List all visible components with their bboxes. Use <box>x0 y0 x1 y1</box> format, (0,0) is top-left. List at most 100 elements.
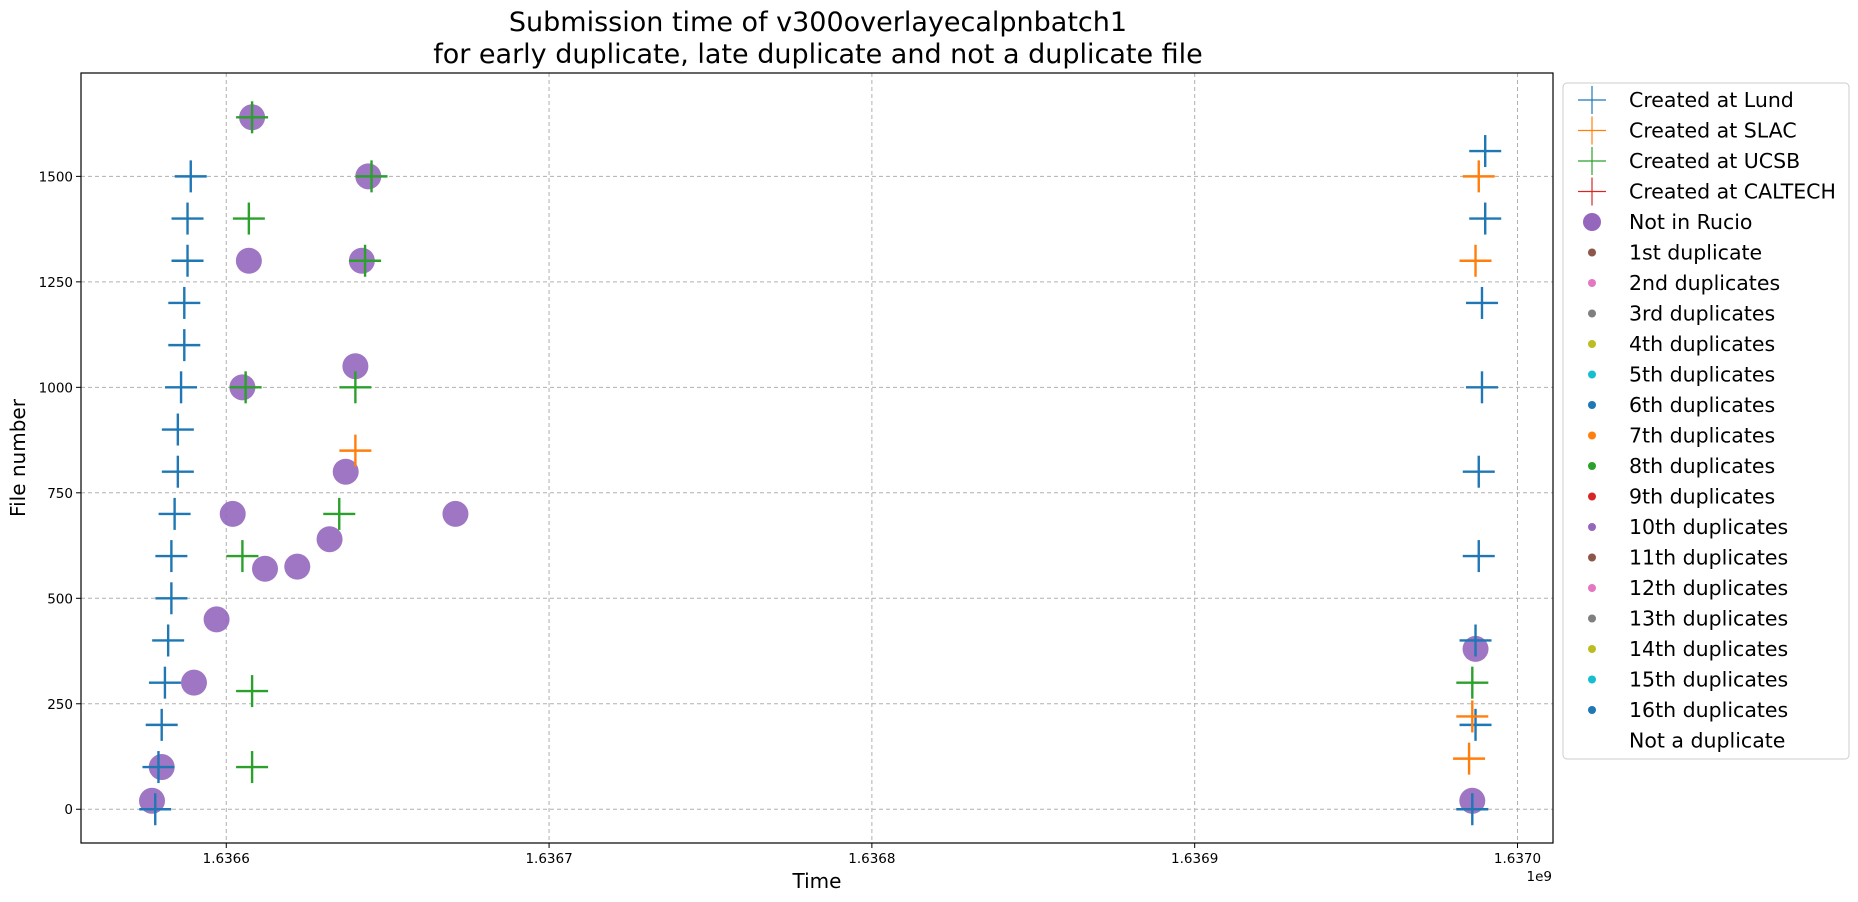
plot-frame <box>80 72 1554 844</box>
y-axis-ticks: 0 250 500 750 1000 1250 1500 <box>39 169 81 818</box>
legend-label: 2nd duplicates <box>1629 271 1780 295</box>
data-point-created-at-slac <box>1456 700 1489 733</box>
legend-marker <box>1588 370 1596 379</box>
legend-label: 14th duplicates <box>1629 637 1788 661</box>
data-point-not-in-rucio <box>219 500 246 527</box>
data-point-created-at-ucsb <box>226 540 259 573</box>
data-point-created-at-ucsb <box>236 675 269 708</box>
data-point-not-in-rucio <box>284 553 311 580</box>
data-point-created-at-lund <box>145 708 178 741</box>
legend-item: 5th duplicates <box>1588 363 1775 387</box>
legend-label: 7th duplicates <box>1629 424 1775 448</box>
x-axis-label: Time <box>792 869 842 893</box>
legend-label: 11th duplicates <box>1629 546 1788 570</box>
chart-title-line2: for early duplicate, late duplicate and … <box>433 39 1203 70</box>
data-point-created-at-lund <box>1456 793 1489 826</box>
legend-item: 7th duplicates <box>1588 424 1775 448</box>
data-point-not-in-rucio <box>235 247 262 274</box>
data-point-created-at-ucsb <box>339 371 372 404</box>
legend-label: 1st duplicate <box>1629 241 1762 265</box>
legend-marker <box>1588 462 1596 470</box>
legend-label: Created at SLAC <box>1629 119 1797 143</box>
legend-label: 15th duplicates <box>1629 668 1788 692</box>
data-point-created-at-lund <box>1469 202 1502 235</box>
legend-label: 13th duplicates <box>1629 607 1788 631</box>
legend-marker <box>1588 645 1596 653</box>
legend-marker <box>1588 431 1596 440</box>
data-point-not-in-rucio <box>316 526 343 553</box>
x-offset-label: 1e9 <box>1527 869 1552 885</box>
legend-label: 12th duplicates <box>1629 576 1788 600</box>
legend-marker <box>1588 248 1596 257</box>
plot-area <box>139 101 1502 826</box>
y-tick-label: 0 <box>64 802 73 818</box>
data-point-not-in-rucio <box>180 669 207 696</box>
data-point-created-at-lund <box>171 244 204 277</box>
legend-item: 13th duplicates <box>1588 607 1788 631</box>
data-point-created-at-ucsb <box>229 371 262 404</box>
y-tick-label: 1500 <box>39 169 73 185</box>
y-tick-label: 1250 <box>39 275 73 291</box>
legend-item: 8th duplicates <box>1588 454 1775 478</box>
data-point-created-at-lund <box>161 413 194 446</box>
legend-label: Created at Lund <box>1629 88 1794 112</box>
legend: Created at Lund Created at SLAC Created at… <box>1562 82 1850 760</box>
chart-title-line1: Submission time of v300overlayecalpnbatc… <box>509 7 1127 38</box>
legend-label: Not a duplicate <box>1629 729 1785 753</box>
legend-marker <box>1588 706 1596 714</box>
data-point-created-at-ucsb <box>1456 666 1489 699</box>
data-point-created-at-lund <box>171 202 204 235</box>
data-point-created-at-ucsb <box>236 101 269 134</box>
legend-marker <box>1588 584 1596 592</box>
legend-item: 15th duplicates <box>1588 668 1788 692</box>
data-point-created-at-slac <box>1453 742 1486 775</box>
legend-item: Created at CALTECH <box>1578 177 1836 206</box>
legend-marker <box>1588 553 1596 562</box>
y-tick-label: 750 <box>47 486 73 502</box>
legend-label: 10th duplicates <box>1629 515 1788 539</box>
data-point-created-at-lund <box>1465 371 1498 404</box>
data-point-created-at-slac <box>339 434 372 467</box>
legend-item: 16th duplicates <box>1588 698 1788 722</box>
legend-marker <box>1588 279 1596 287</box>
x-tick-label: 1.6368 <box>848 851 895 867</box>
data-point-created-at-lund <box>155 540 188 573</box>
data-point-created-at-ucsb <box>355 160 388 193</box>
legend-item: 6th duplicates <box>1588 393 1775 417</box>
legend-item: 4th duplicates <box>1588 332 1775 356</box>
legend-marker <box>1588 736 1596 745</box>
x-tick-label: 1.6369 <box>1171 851 1218 867</box>
legend-marker <box>1588 401 1596 409</box>
x-tick-label: 1.6367 <box>525 851 572 867</box>
legend-item: 3rd duplicates <box>1588 302 1775 326</box>
legend-item: 11th duplicates <box>1588 546 1788 570</box>
data-point-created-at-lund <box>1462 540 1495 573</box>
data-point-created-at-lund <box>1462 455 1495 488</box>
y-tick-label: 250 <box>47 697 73 713</box>
legend-item: Not in Rucio <box>1583 210 1752 234</box>
data-point-created-at-lund <box>161 455 194 488</box>
legend-label: 16th duplicates <box>1629 698 1788 722</box>
legend-frame <box>1562 82 1850 760</box>
data-point-not-in-rucio <box>203 606 230 633</box>
data-point-not-in-rucio <box>252 555 278 582</box>
legend-label: 4th duplicates <box>1629 332 1775 356</box>
data-point-created-at-lund <box>165 371 198 404</box>
legend-item: Created at UCSB <box>1578 147 1800 175</box>
legend-item: 9th duplicates <box>1588 485 1775 509</box>
data-point-created-at-lund <box>152 624 185 657</box>
x-tick-label: 1.6370 <box>1494 851 1541 867</box>
legend-label: 5th duplicates <box>1629 363 1775 387</box>
x-tick-label: 1.6366 <box>203 851 250 867</box>
data-point-created-at-lund <box>174 160 207 193</box>
legend-label: Created at UCSB <box>1629 149 1800 173</box>
x-axis-ticks: 1.6366 1.6367 1.6368 1.6369 1.6370 <box>203 843 1541 867</box>
legend-item: 1st duplicate <box>1588 241 1762 265</box>
legend-label: Not in Rucio <box>1629 210 1752 234</box>
legend-label: 8th duplicates <box>1629 454 1775 478</box>
data-point-created-at-lund <box>155 582 188 615</box>
data-point-created-at-lund <box>139 793 172 826</box>
legend-item: 2nd duplicates <box>1588 271 1780 295</box>
y-tick-label: 500 <box>47 591 73 607</box>
